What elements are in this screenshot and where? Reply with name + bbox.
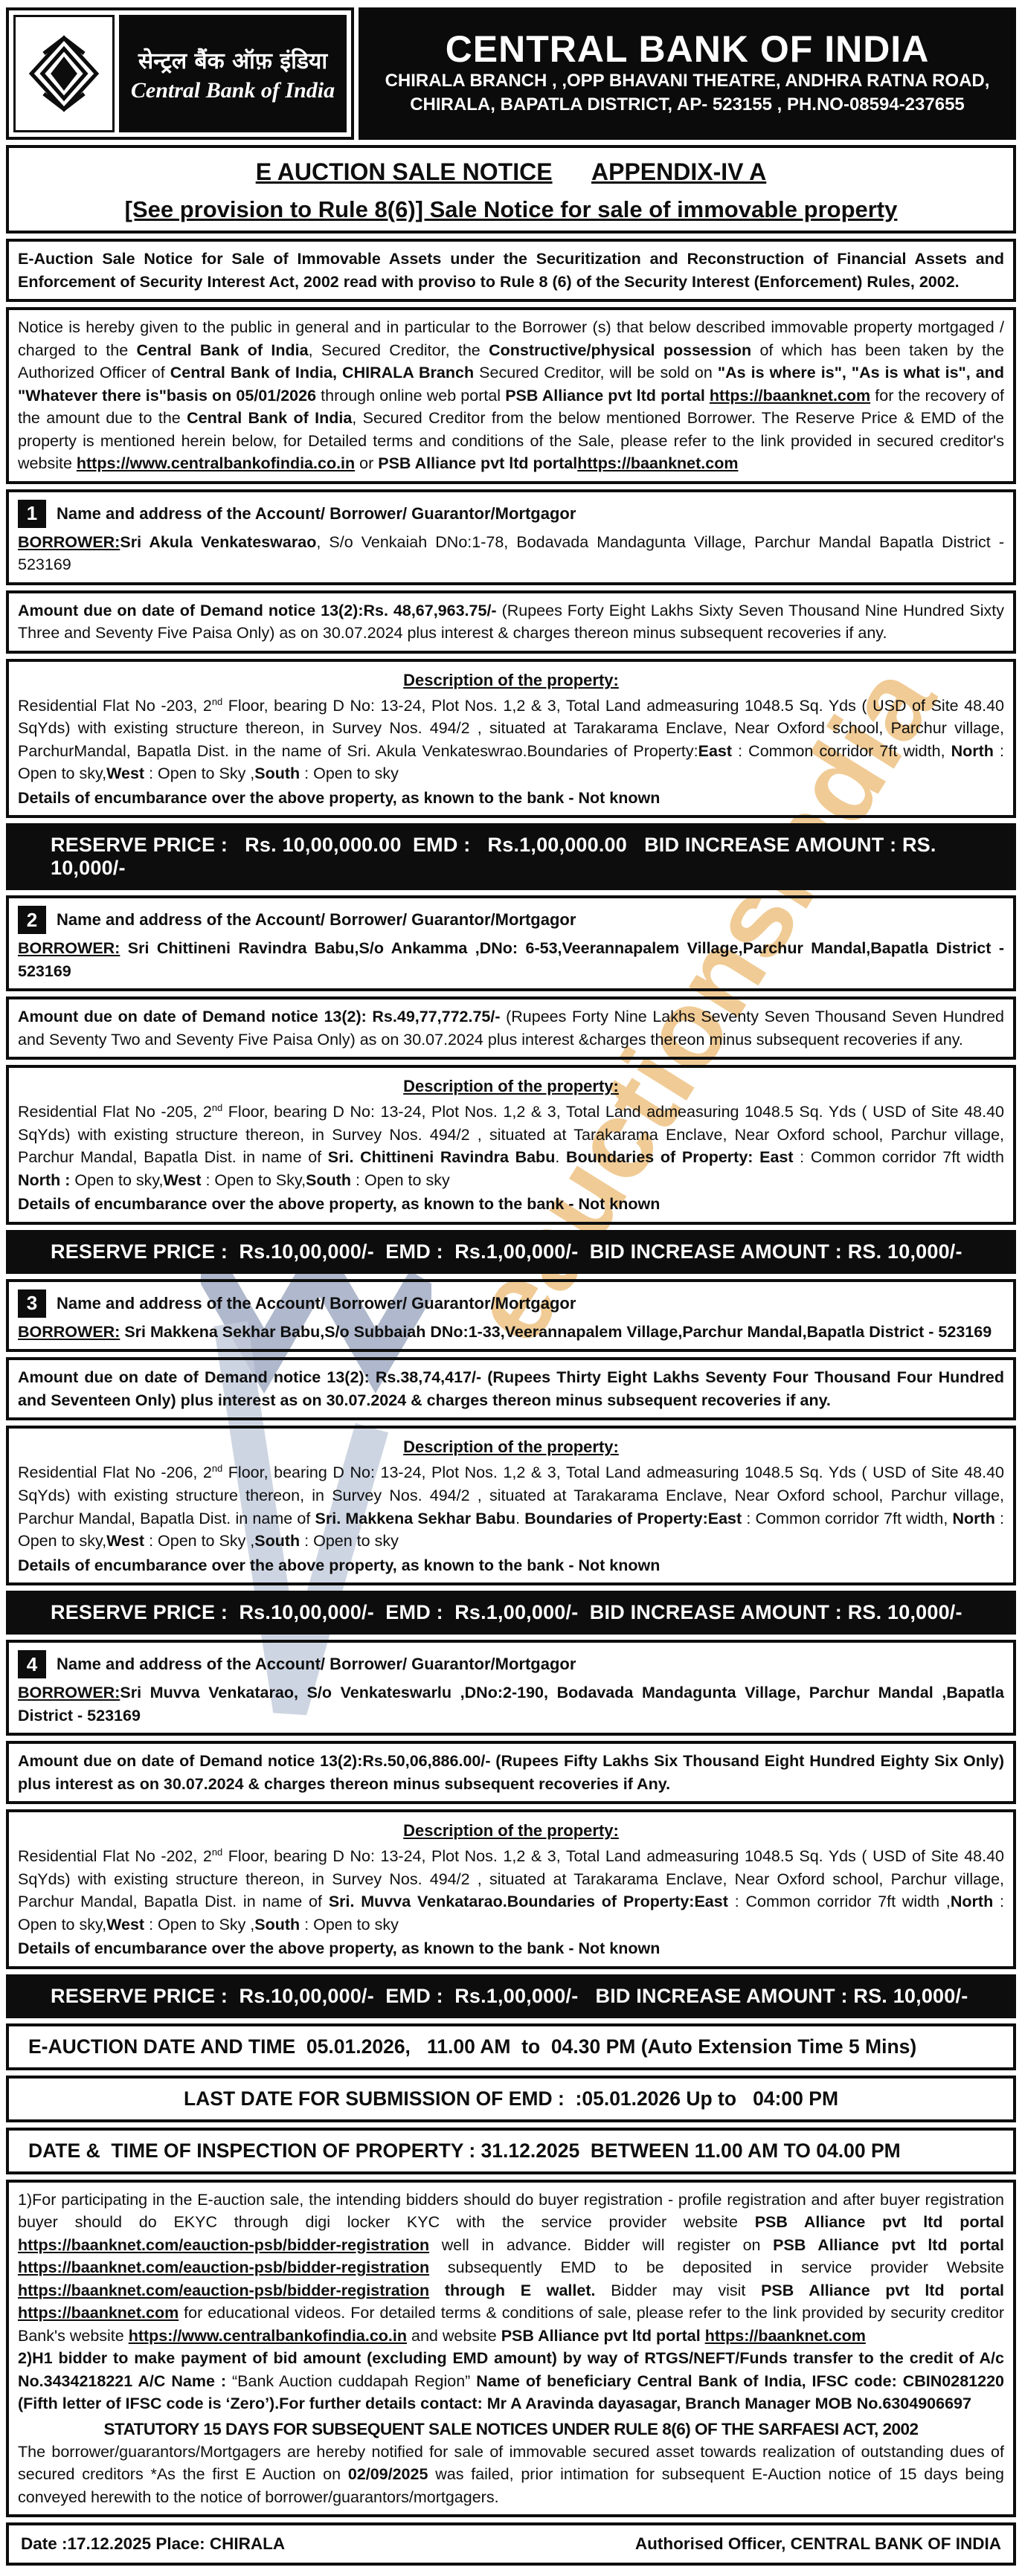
section-1-description-heading: Description of the property: [403,670,619,689]
section-2-description-box: Description of the property: Residential… [6,1065,1016,1225]
notice-title-block: E AUCTION SALE NOTICE APPENDIX-IV A [See… [6,145,1016,234]
bank-logo-text: सेन्ट्रल बैंक ऑफ़ इंडिया Central Bank of… [119,15,347,132]
terms-paragraph-1: 1)For participating in the E-auction sal… [18,2190,1005,2345]
bank-name: CENTRAL BANK OF INDIA [445,28,930,71]
section-4-amount-due: Amount due on date of Demand notice 13(2… [6,1741,1016,1805]
appendix-label: APPENDIX-IV A [591,158,767,185]
intro-paragraph: E-Auction Sale Notice for Sale of Immova… [6,239,1016,303]
eauction-date-time-row: E-AUCTION DATE AND TIME 05.01.2026, 11.0… [6,2023,1016,2070]
footer-date-place: Date :17.12.2025 Place: CHIRALA [21,2534,286,2554]
bank-logo-icon [13,15,115,132]
bank-title-block: CENTRAL BANK OF INDIA CHIRALA BRANCH , ,… [359,7,1016,140]
branch-address-line2: CHIRALA, BAPATLA DISTRICT, AP- 523155 , … [410,94,965,115]
emd-last-date-row: LAST DATE FOR SUBMISSION OF EMD : :05.01… [6,2075,1016,2122]
notice-subtitle: [See provision to Rule 8(6)] Sale Notice… [124,196,898,222]
section-3-borrower-box: 3 Name and address of the Account/ Borro… [6,1278,1016,1353]
bank-name-hindi: सेन्ट्रल बैंक ऑफ़ इंडिया [138,48,328,74]
section-4-number-badge: 4 [18,1650,46,1679]
section-4-description: Residential Flat No -202, 2nd Floor, bea… [18,1846,1005,1933]
statutory-notice: STATUTORY 15 DAYS FOR SUBSEQUENT SALE NO… [103,2419,919,2438]
section-3-description-heading: Description of the property: [403,1437,619,1457]
section-1-description-box: Description of the property: Residential… [6,658,1016,819]
section-4-description-heading: Description of the property: [403,1821,619,1841]
bank-logo-block: सेन्ट्रल बैंक ऑफ़ इंडिया Central Bank of… [6,7,354,140]
section-4-reserve-price-bar: RESERVE PRICE : Rs.10,00,000/- EMD : Rs.… [6,1974,1016,2018]
section-2-encumbrance: Details of encumbarance over the above p… [18,1195,661,1214]
footer-authorised-officer: Authorised Officer, CENTRAL BANK OF INDI… [634,2534,1001,2554]
section-3-heading: Name and address of the Account/ Borrowe… [57,1293,576,1313]
section-4-borrower-box: 4 Name and address of the Account/ Borro… [6,1640,1016,1736]
section-3-number-badge: 3 [18,1289,46,1318]
section-2-description-heading: Description of the property: [403,1077,619,1096]
section-1-heading: Name and address of the Account/ Borrowe… [57,503,576,523]
section-3-encumbrance: Details of encumbarance over the above p… [18,1556,661,1574]
section-2-borrower: BORROWER: Sri Chittineni Ravindra Babu,S… [18,939,1004,980]
section-3-reserve-price-bar: RESERVE PRICE : Rs.10,00,000/- EMD : Rs.… [6,1591,1016,1635]
section-4-description-box: Description of the property: Residential… [6,1809,1016,1969]
notice-title: E AUCTION SALE NOTICE [255,158,553,185]
section-2-number-badge: 2 [18,906,46,935]
section-4-encumbrance: Details of encumbarance over the above p… [18,1939,661,1958]
terms-paragraph-2: 2)H1 bidder to make payment of bid amoun… [18,2349,1005,2413]
section-4-borrower: BORROWER:Sri Muvva Venkatarao, S/o Venka… [18,1684,1004,1725]
bank-name-logo-english: Central Bank of India [130,77,335,103]
branch-address-line1: CHIRALA BRANCH , ,OPP BHAVANI THEATRE, A… [385,70,990,91]
section-3-borrower: BORROWER: Sri Makkena Sekhar Babu,S/o Su… [18,1322,992,1341]
section-3-description: Residential Flat No -206, 2nd Floor, bea… [18,1463,1005,1551]
header: सेन्ट्रल बैंक ऑफ़ इंडिया Central Bank of… [6,7,1016,140]
closing-paragraph: The borrower/guarantors/Mortgagers are h… [18,2442,1004,2506]
section-4-heading: Name and address of the Account/ Borrowe… [57,1655,576,1674]
section-2-description: Residential Flat No -205, 2nd Floor, bea… [18,1102,1005,1189]
notice-paragraph: Notice is hereby given to the public in … [6,307,1016,484]
section-3-description-box: Description of the property: Residential… [6,1426,1016,1586]
section-3-amount-due: Amount due on date of Demand notice 13(2… [6,1357,1016,1421]
section-1-reserve-price-bar: RESERVE PRICE : Rs. 10,00,000.00 EMD : R… [6,823,1016,891]
terms-box: 1)For participating in the E-auction sal… [6,2179,1016,2518]
inspection-date-row: DATE & TIME OF INSPECTION OF PROPERTY : … [6,2127,1016,2174]
section-2-borrower-box: 2 Name and address of the Account/ Borro… [6,895,1016,992]
section-1-borrower: BORROWER:Sri Akula Venkateswarao, S/o Ve… [18,532,1004,574]
section-2-reserve-price-bar: RESERVE PRICE : Rs.10,00,000/- EMD : Rs.… [6,1229,1016,1274]
section-1-borrower-box: 1 Name and address of the Account/ Borro… [6,489,1016,585]
section-1-description: Residential Flat No -203, 2nd Floor, bea… [18,695,1004,783]
section-1-number-badge: 1 [18,499,46,528]
footer: Date :17.12.2025 Place: CHIRALA Authoris… [6,2522,1016,2566]
section-2-heading: Name and address of the Account/ Borrowe… [57,910,576,930]
section-1-amount-due: Amount due on date of Demand notice 13(2… [6,590,1016,654]
section-1-encumbrance: Details of encumbarance over the above p… [18,788,661,807]
section-2-amount-due: Amount due on date of Demand notice 13(2… [6,996,1016,1060]
